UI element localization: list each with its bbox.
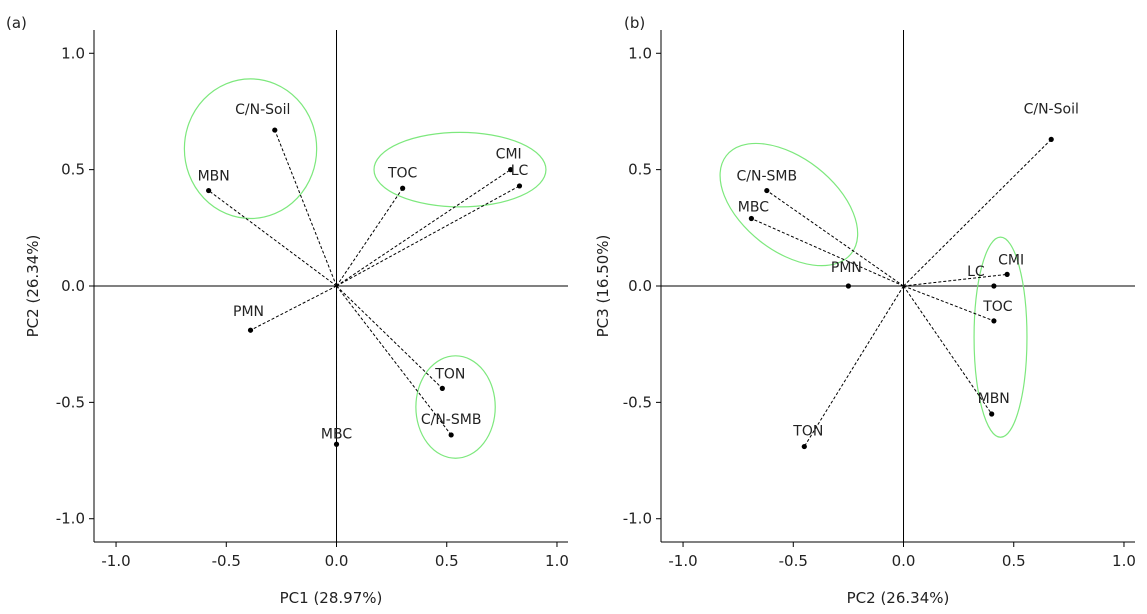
panel-b-point-c-n-soil: [1048, 136, 1054, 142]
panel-a-point-cmi: [508, 167, 514, 173]
panel-b-point-label-toc: TOC: [982, 299, 1013, 315]
panel-a-y-axis-title: PC2 (26.34%): [24, 235, 42, 338]
panel-a-point-mbn: [206, 187, 212, 194]
panel-a-point-label-mbc: MBC: [321, 426, 352, 442]
panel-b-point-cmi: [1004, 271, 1010, 277]
panel-b-point-label-mbn: MBN: [978, 391, 1010, 407]
panel-b-vector-cmi: [903, 273, 1008, 287]
panel-b-y-tick-label: -1.0: [623, 510, 652, 528]
panel-a-y-tick-label: 1.0: [61, 44, 85, 62]
panel-a-x-tick-label: 1.0: [545, 552, 569, 570]
panel-b-group-ellipse-1: [719, 142, 859, 267]
panel-a-y-tick-label: -1.0: [56, 510, 85, 528]
panel-a-point-ton: [439, 385, 445, 391]
panel-a-point-label-c-n-smb: C/N-SMB: [421, 412, 482, 428]
panel-b-x-tick-label: -0.5: [779, 552, 808, 570]
panel-b-x-tick-label: -1.0: [668, 552, 697, 570]
panel-a-point-mbc: [333, 441, 340, 447]
panel-b-x-axis-title: PC2 (26.34%): [847, 589, 950, 607]
panel-a-x-tick-label: -0.5: [212, 552, 241, 570]
panel-b-point-pmn: [845, 283, 851, 289]
panel-a-point-label-ton: TON: [434, 366, 465, 382]
panel-a-vector-c-n-smb: [336, 285, 452, 436]
panel-b-point-label-mbc: MBC: [738, 200, 769, 216]
panel-b-y-tick-label: 0.0: [628, 277, 652, 295]
panel-a-y-tick-label: 0.0: [61, 277, 85, 295]
panel-a-group-ellipse-3: [415, 355, 496, 459]
panel-a-vector-c-n-soil: [274, 129, 337, 287]
panel-a-y-tick-label: -0.5: [56, 393, 85, 411]
panel-a-point-label-toc: TOC: [387, 165, 418, 181]
panel-a-vector-mbn: [208, 190, 337, 287]
panel-a-vector-ton: [336, 285, 443, 389]
panel-a-point-label-cmi: CMI: [496, 147, 522, 163]
panel-a-point-c-n-smb: [448, 432, 454, 438]
panel-a-group-ellipse-2: [373, 131, 547, 208]
panel-a-y-tick-label: 0.5: [61, 161, 85, 179]
panel-b-vector-toc: [903, 285, 995, 322]
panel-b-point-label-lc: LC: [967, 264, 985, 280]
panel-b-point-label-cmi: CMI: [998, 252, 1024, 268]
panel-a-x-axis-title: PC1 (28.97%): [280, 589, 383, 607]
panel-b-x-tick-label: 0.0: [892, 552, 916, 570]
panel-a-x-tick-label: 0.5: [435, 552, 459, 570]
panel-b-y-tick-label: -0.5: [623, 393, 652, 411]
panel-b-point-mbc: [748, 215, 754, 222]
panel-b-point-label-c-n-soil: C/N-Soil: [1024, 101, 1079, 117]
panel-b-x-tick-label: 0.5: [1002, 552, 1026, 570]
panel-a-label: (a): [6, 14, 27, 32]
panel-a-point-toc: [400, 185, 406, 191]
panel-a-point-label-pmn: PMN: [233, 304, 264, 320]
panel-a-point-c-n-soil: [272, 127, 278, 133]
panel-b-point-label-ton: TON: [792, 424, 823, 440]
panel-b: (b) -1.0 -0.5 0.0 0.5 1.0 -1.0 -0.5 0.0 0.5 1.0 PC2…: [594, 14, 1136, 607]
panel-b-y-tick-label: 0.5: [628, 161, 652, 179]
panel-a-point-label-lc: LC: [511, 163, 529, 179]
panel-b-label: (b): [624, 14, 645, 32]
panel-b-group-ellipse-2: [973, 236, 1028, 438]
panel-a-group-ellipse-1: [183, 78, 318, 220]
panel-b-point-lc: [991, 283, 997, 289]
panel-b-point-ton: [801, 443, 807, 450]
panel-a-vector-pmn: [250, 285, 337, 331]
panel-a-x-tick-label: -1.0: [101, 552, 130, 570]
panel-b-vector-mbn: [903, 285, 993, 415]
panel-b-point-label-c-n-smb: C/N-SMB: [737, 169, 798, 185]
panel-b-y-axis-title: PC3 (16.50%): [594, 235, 612, 338]
panel-b-x-tick-label: 1.0: [1112, 552, 1136, 570]
panel-b-point-c-n-smb: [764, 187, 770, 194]
panel-b-vector-ton: [803, 285, 904, 447]
panel-a-point-lc: [516, 183, 523, 189]
panel-a-point-label-c-n-soil: C/N-Soil: [235, 102, 290, 118]
panel-a-point-pmn: [247, 327, 254, 333]
panel-a-vector-toc: [336, 187, 404, 287]
panel-b-y-tick-label: 1.0: [628, 44, 652, 62]
panel-b-point-label-pmn: PMN: [831, 260, 862, 276]
panel-a-point-label-mbn: MBN: [198, 169, 230, 185]
panel-b-vector-mbc: [751, 218, 904, 287]
panel-a-x-tick-label: 0.0: [325, 552, 349, 570]
panel-a: (a) -1.0 -0.5 0.0 0.5 1.0 -1.0 -0.5 0.0 0.5 1.0 PC1…: [6, 14, 569, 607]
panel-a-vector-lc: [336, 185, 520, 287]
panel-a-vector-cmi: [336, 169, 511, 287]
panel-b-point-mbn: [989, 411, 995, 417]
panel-b-vector-c-n-smb: [766, 190, 904, 287]
panel-b-point-toc: [991, 318, 997, 324]
